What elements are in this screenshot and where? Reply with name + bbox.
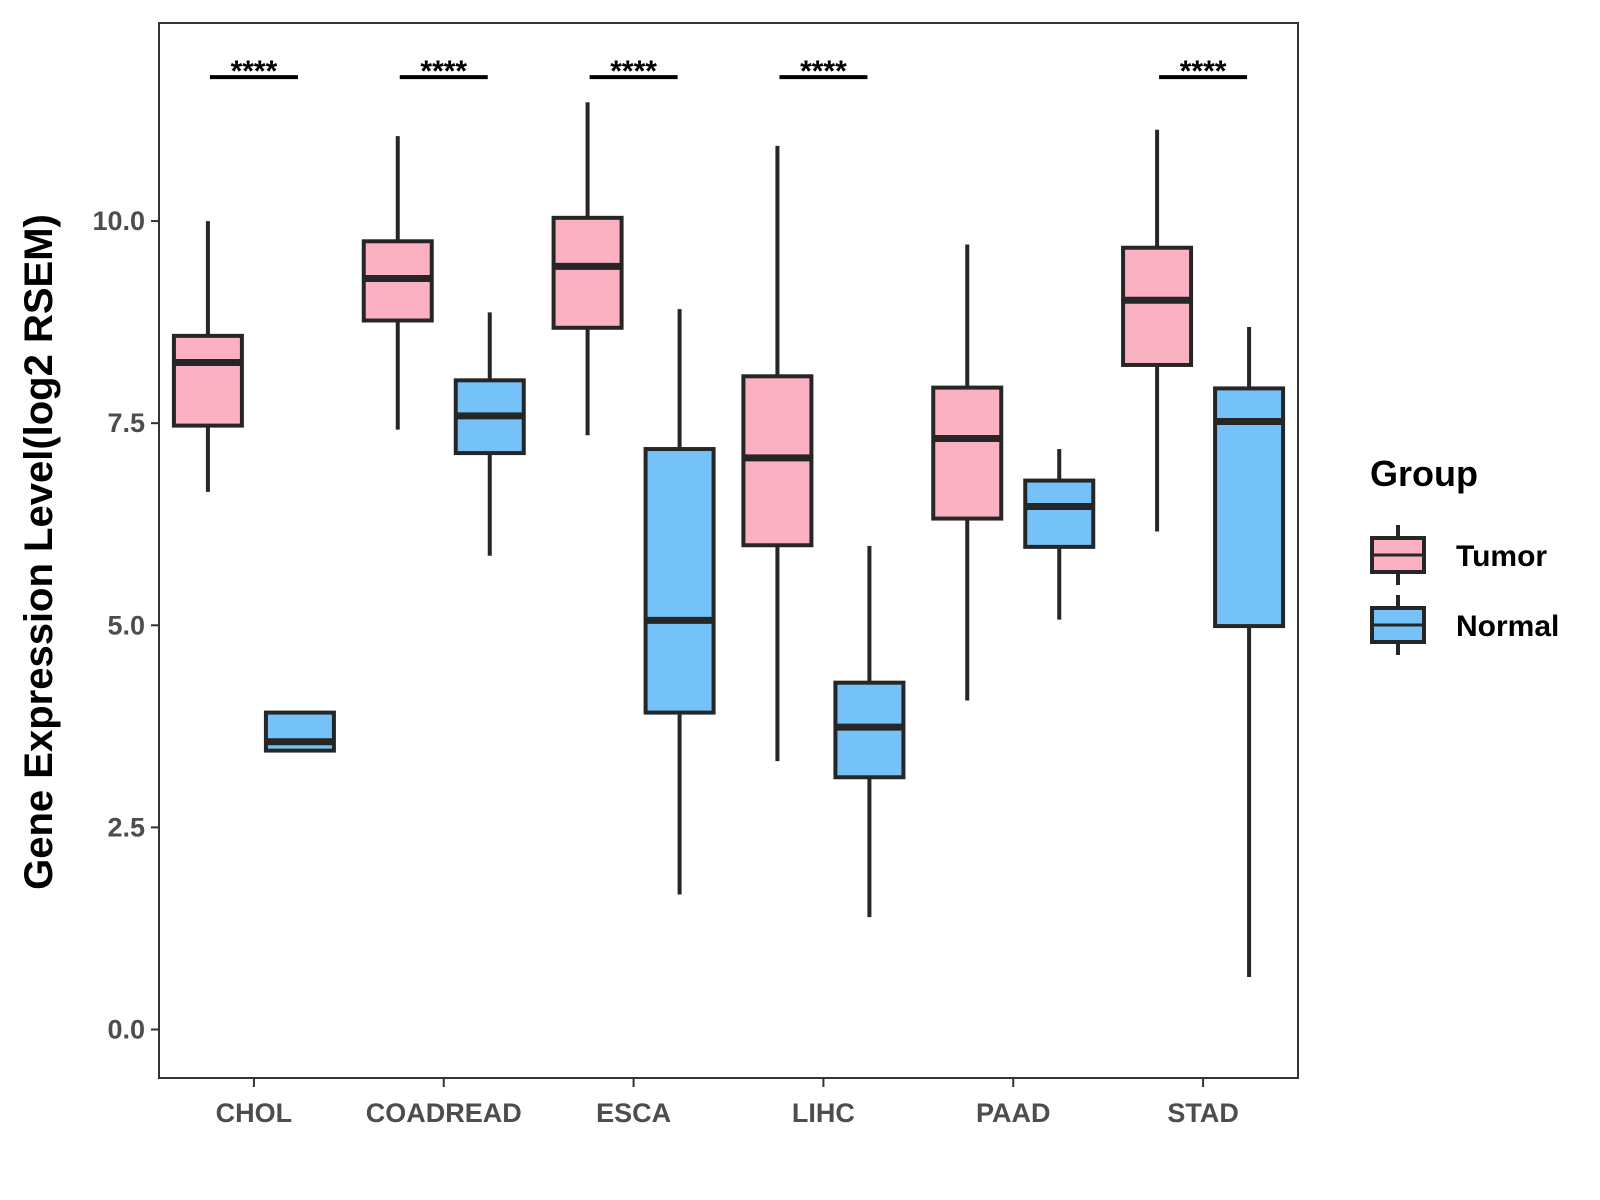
box-body	[1213, 386, 1286, 629]
box-normal-esca	[643, 309, 716, 895]
legend-item-normal: Normal	[1370, 595, 1559, 655]
box-tumor-paad	[931, 244, 1004, 701]
significance-esca: ****	[589, 55, 678, 88]
legend-item-tumor: Tumor	[1370, 525, 1547, 585]
plot-panel-border	[158, 22, 1299, 1079]
box-tumor-chol	[171, 221, 244, 492]
x-tick-label: CHOL	[216, 1098, 293, 1128]
box-body	[931, 385, 1004, 521]
x-tick-label: LIHC	[792, 1098, 855, 1128]
significance-chol: ****	[209, 55, 298, 88]
box-normal-coadread	[453, 312, 526, 556]
box-body	[643, 447, 716, 715]
significance-label: ****	[420, 55, 467, 88]
x-tick-label: ESCA	[596, 1098, 671, 1128]
y-tick-label: 0.0	[107, 1014, 145, 1044]
x-tick-label: COADREAD	[366, 1098, 522, 1128]
box-body	[1023, 478, 1096, 549]
legend-title: Group	[1370, 453, 1478, 494]
x-tick-label: PAAD	[976, 1098, 1051, 1128]
legend-label: Normal	[1456, 610, 1559, 643]
box-tumor-stad	[1121, 129, 1194, 532]
x-tick-label: STAD	[1167, 1098, 1239, 1128]
box-normal-lihc	[833, 546, 906, 918]
significance-coadread: ****	[399, 55, 488, 88]
y-tick-label: 2.5	[107, 812, 145, 842]
significance-group: **** **** **** **** ****	[209, 55, 1248, 88]
significance-label: ****	[1180, 55, 1227, 88]
y-axis: 0.0 2.5 5.0 7.5 10.0	[92, 206, 159, 1044]
significance-label: ****	[610, 55, 657, 88]
significance-stad: ****	[1159, 55, 1248, 88]
y-axis-title: Gene Expression Level(log2 RSEM)	[17, 214, 61, 890]
y-tick-label: 10.0	[92, 206, 145, 236]
box-tumor-lihc	[741, 145, 814, 762]
box-normal-paad	[1023, 449, 1096, 620]
box-body	[551, 215, 624, 330]
y-tick-label: 7.5	[107, 408, 145, 438]
box-body	[171, 333, 244, 428]
legend-keys: Tumor Normal	[1370, 525, 1559, 655]
box-tumor-esca	[551, 102, 624, 436]
legend: Group Tumor Normal	[1370, 453, 1559, 655]
x-axis: CHOL COADREAD ESCA LIHC PAAD STAD	[216, 1078, 1239, 1128]
y-tick-label: 5.0	[107, 610, 145, 640]
box-normal-stad	[1213, 326, 1286, 977]
box-normal-chol	[263, 710, 336, 753]
significance-lihc: ****	[779, 55, 868, 88]
significance-label: ****	[231, 55, 278, 88]
box-body	[1121, 245, 1194, 367]
significance-label: ****	[800, 55, 847, 88]
box-group	[171, 102, 1286, 977]
legend-label: Tumor	[1456, 540, 1547, 573]
box-tumor-coadread	[361, 136, 434, 430]
